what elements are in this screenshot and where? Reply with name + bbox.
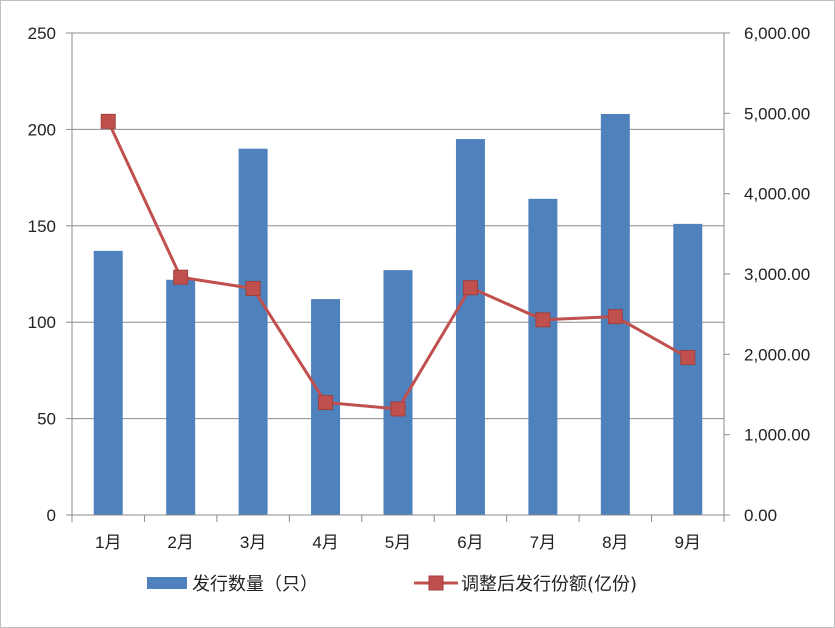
left-tick-label: 200 — [28, 120, 56, 139]
right-axis-ticks: 0.00 1,000.00 2,000.00 3,000.00 4,000.00 5,00… — [724, 24, 810, 525]
left-tick-label: 50 — [37, 410, 56, 429]
right-tick-label: 4,000.00 — [744, 185, 810, 204]
bar — [455, 139, 485, 516]
right-tick-label: 3,000.00 — [744, 265, 810, 284]
bar — [528, 198, 558, 516]
right-tick-label: 0.00 — [744, 506, 777, 525]
line-point — [318, 395, 334, 411]
category-tick-label: 2月 — [167, 533, 193, 552]
left-tick-label: 150 — [28, 217, 56, 236]
category-tick-label: 9月 — [675, 533, 701, 552]
line-series — [100, 113, 696, 417]
category-tick-label: 8月 — [602, 533, 628, 552]
right-tick-label: 1,000.00 — [744, 426, 810, 445]
category-axis-ticks: 1月 2月 3月 4月 5月 6月 7月 8月 9月 — [71, 515, 725, 552]
bar — [93, 250, 123, 515]
left-tick-label: 250 — [28, 24, 56, 43]
bar — [166, 279, 196, 515]
category-tick-label: 6月 — [457, 533, 483, 552]
legend-line-marker — [428, 575, 444, 591]
line-point — [100, 113, 116, 129]
line-point — [607, 309, 623, 325]
line-point — [173, 269, 189, 285]
category-tick-label: 4月 — [312, 533, 338, 552]
line-point — [245, 280, 261, 296]
bar-series — [93, 113, 703, 516]
bar — [238, 148, 268, 515]
line-point — [535, 312, 551, 328]
category-tick-label: 7月 — [530, 533, 556, 552]
category-tick-label: 1月 — [95, 533, 121, 552]
line-point — [680, 350, 696, 366]
left-axis-ticks: 0 50 100 150 200 250 — [28, 24, 72, 525]
category-tick-label: 5月 — [385, 533, 411, 552]
right-tick-label: 5,000.00 — [744, 104, 810, 123]
legend-line-label: 调整后发行份额(亿份) — [461, 574, 637, 595]
right-tick-label: 2,000.00 — [744, 345, 810, 364]
line-point — [462, 280, 478, 296]
category-tick-label: 3月 — [240, 533, 266, 552]
legend-bar-label: 发行数量（只） — [192, 574, 318, 595]
legend-bar-swatch — [147, 577, 187, 589]
right-tick-label: 6,000.00 — [744, 24, 810, 43]
left-tick-label: 100 — [28, 313, 56, 332]
left-tick-label: 0 — [47, 506, 56, 525]
bar — [673, 223, 703, 515]
line-point — [390, 401, 406, 417]
legend: 发行数量（只） 调整后发行份额(亿份) — [147, 574, 637, 595]
